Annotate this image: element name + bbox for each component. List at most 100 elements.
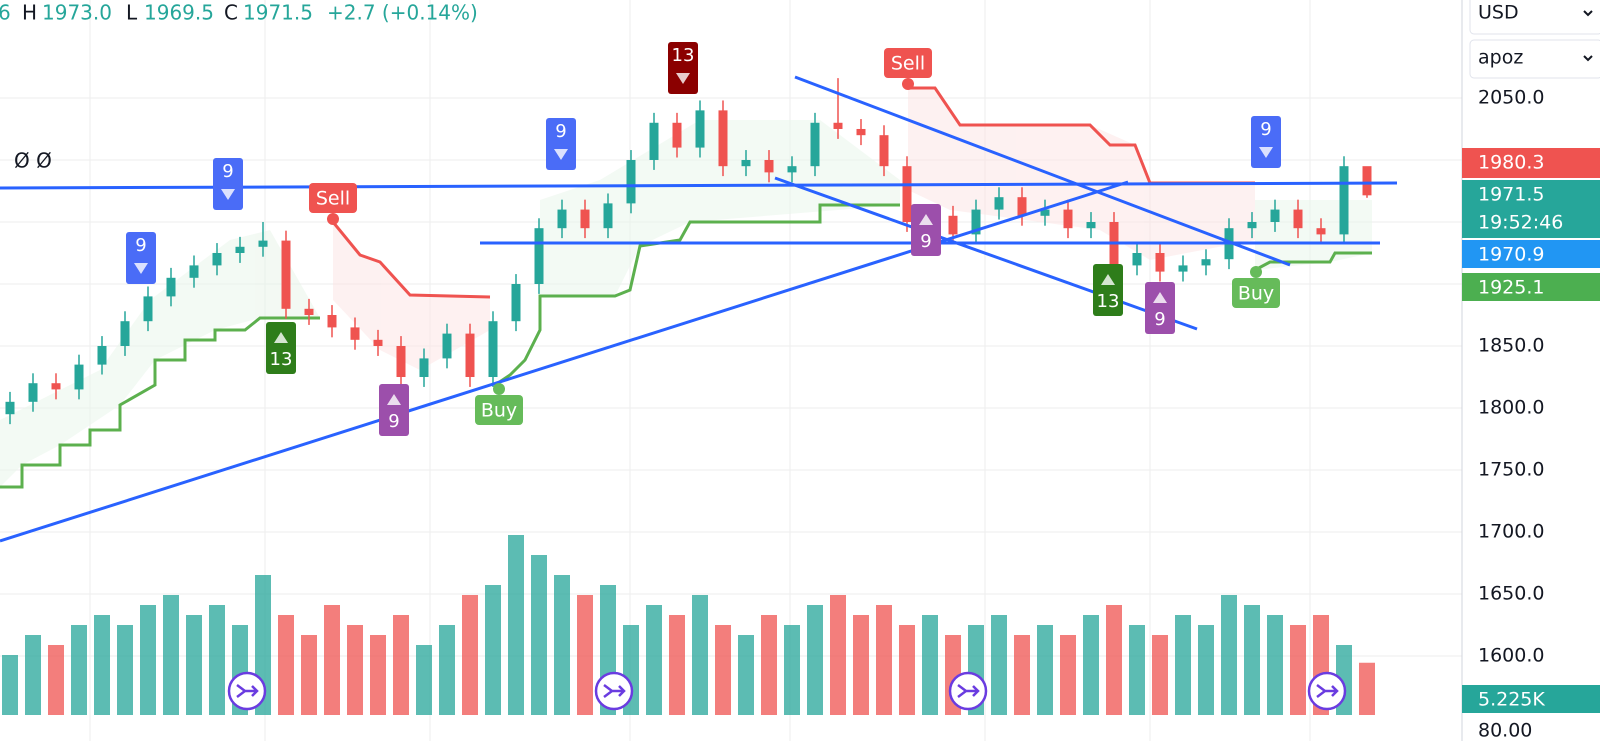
volume-bar: [140, 605, 156, 715]
interval: 6: [0, 1, 11, 25]
volume-bar: [163, 595, 179, 715]
candle-body: [1247, 221, 1257, 229]
candle-body: [580, 209, 590, 229]
candle-body: [1178, 265, 1188, 272]
candle-body: [879, 135, 889, 167]
count-box: [126, 232, 156, 284]
candle-body: [557, 209, 567, 229]
signal-pin: [1250, 266, 1262, 278]
count-box: [1093, 264, 1123, 316]
count-arrow: [554, 149, 568, 160]
volume-bar: [1267, 615, 1283, 715]
candle-body: [1017, 197, 1027, 216]
count-box: [911, 204, 941, 256]
volume-label: 5.225K: [1478, 689, 1545, 711]
price-label: 1970.9: [1478, 244, 1544, 266]
volume-bar: [186, 615, 202, 715]
signal-label: Buy: [1238, 283, 1274, 305]
candle-body: [534, 228, 544, 284]
candle-body: [1293, 209, 1303, 229]
candle-body: [51, 383, 61, 390]
count-box: [668, 42, 698, 94]
supertrend-lines: [0, 86, 1372, 489]
volume-bar: [669, 615, 685, 715]
volume-bar: [1221, 595, 1237, 715]
volume-bar: [462, 595, 478, 715]
candle-body: [28, 383, 38, 402]
event-icons: [227, 671, 1347, 711]
volume-bar: [784, 625, 800, 715]
candle-body: [1132, 252, 1142, 266]
close-value: 1971.5: [243, 1, 313, 25]
candles: [5, 78, 1372, 425]
candle-body: [603, 203, 613, 229]
count-label: 9: [222, 161, 233, 182]
candle-body: [994, 197, 1004, 210]
y-tick-label: 1600.0: [1478, 645, 1544, 667]
volume-bar: [48, 645, 64, 715]
price-label: 1925.1: [1478, 277, 1544, 299]
candle-body: [258, 240, 268, 247]
candle-body: [396, 346, 406, 378]
candle-body: [74, 364, 84, 390]
volume-bar: [1037, 625, 1053, 715]
volume-bar: [1175, 615, 1191, 715]
candle-body: [304, 308, 314, 316]
count-label: 9: [555, 121, 566, 142]
candle-body: [1339, 166, 1349, 235]
count-arrow: [387, 394, 401, 405]
volume-bar: [1290, 625, 1306, 715]
count-label: 13: [1097, 291, 1120, 312]
currency: USD: [1478, 2, 1519, 24]
volume-bar: [416, 645, 432, 715]
volume-bar: [439, 625, 455, 715]
close-letter: C: [224, 1, 238, 25]
user-select[interactable]: [1469, 39, 1600, 79]
count-box: [546, 118, 576, 170]
user: apoz: [1478, 47, 1523, 69]
signal-pin: [327, 213, 339, 225]
volume-bar: [1014, 635, 1030, 715]
volume-bar: [1060, 635, 1076, 715]
count-box: [1251, 116, 1281, 168]
candle-body: [856, 128, 866, 136]
volume-bar: [761, 615, 777, 715]
high-letter: H: [22, 1, 37, 25]
candle-body: [1063, 209, 1073, 229]
volume-bar: [301, 635, 317, 715]
candle-body: [695, 110, 705, 148]
volume-bar: [1083, 615, 1099, 715]
volume-bar: [991, 615, 1007, 715]
volume-bar: [485, 585, 501, 715]
change: +2.7 (+0.14%): [327, 1, 478, 25]
legend: 6 H 1973.0 L 1969.5 C 1971.5 +2.7 (+0.14…: [0, 1, 478, 173]
candle-body: [166, 277, 176, 297]
toolbar: USD apoz: [1469, 0, 1600, 79]
volume-bar: [393, 615, 409, 715]
volume-bar: [692, 595, 708, 715]
candle-body: [350, 327, 360, 340]
count-box: [213, 158, 243, 210]
volume-bar: [1244, 605, 1260, 715]
count-label: 9: [135, 235, 146, 256]
volume-bar: [278, 615, 294, 715]
candle-body: [948, 215, 958, 235]
count-arrow: [221, 189, 235, 200]
volume-bar: [347, 625, 363, 715]
candle-body: [787, 166, 797, 173]
volume-bar: [25, 635, 41, 715]
candle-body: [1362, 166, 1372, 196]
volume-bar: [646, 605, 662, 715]
candle-body: [281, 240, 291, 309]
y-tick-label: 2050.0: [1478, 86, 1544, 108]
price-label-box: [1462, 273, 1600, 301]
price-label-box: [1462, 148, 1600, 178]
currency-select[interactable]: [1469, 0, 1600, 35]
volume-bar: [2, 655, 18, 715]
price-axis: [1462, 0, 1600, 741]
volume-bar: [324, 605, 340, 715]
volume-bar: [1359, 662, 1375, 715]
volume-bar: [577, 595, 593, 715]
candle-body: [626, 159, 636, 204]
